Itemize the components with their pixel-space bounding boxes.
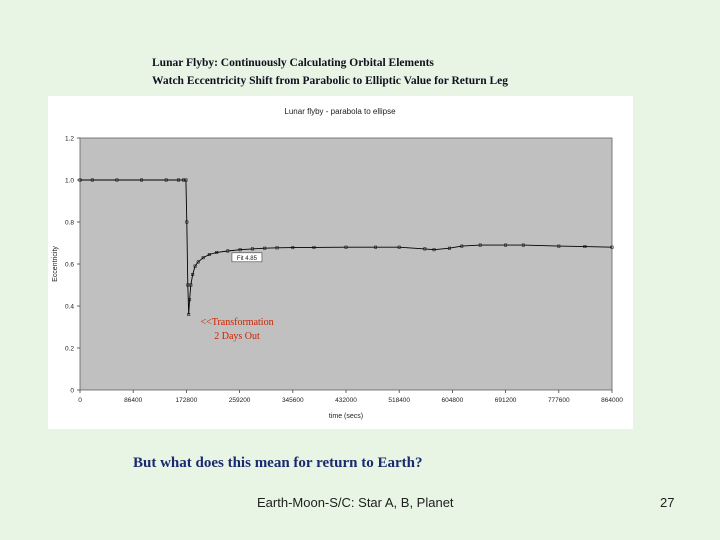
data-point <box>115 178 119 182</box>
y-tick-label: 0.6 <box>65 262 74 269</box>
x-tick-label: 259200 <box>229 397 251 404</box>
data-point <box>521 243 525 247</box>
page-number: 27 <box>660 495 675 510</box>
x-tick-label: 777600 <box>548 397 570 404</box>
y-tick-label: 0.2 <box>65 346 74 353</box>
y-tick-label: 0 <box>70 388 74 395</box>
data-point <box>185 220 189 224</box>
data-point <box>557 244 561 248</box>
eccentricity-chart: Lunar flyby - parabola to ellipse 0 0.2 0.… <box>52 107 623 420</box>
y-tick-label: 0.8 <box>65 220 74 227</box>
data-point <box>478 243 482 247</box>
data-point <box>397 245 401 249</box>
data-point <box>238 248 242 252</box>
data-point <box>226 249 230 253</box>
x-tick-label: 432000 <box>335 397 357 404</box>
x-tick-label: 345600 <box>282 397 304 404</box>
fit-label-box <box>231 252 263 263</box>
plot-area <box>79 137 613 391</box>
data-point <box>187 312 191 316</box>
data-point <box>610 245 614 249</box>
slide-title: Lunar Flyby: Continuously Calculating Or… <box>152 54 672 90</box>
x-tick-label: 0 <box>78 397 82 404</box>
data-point <box>207 253 211 257</box>
data-point <box>191 273 195 276</box>
data-point <box>447 246 451 250</box>
x-tick-label: 691200 <box>495 397 517 404</box>
data-point <box>196 260 200 264</box>
data-point <box>263 246 267 250</box>
data-point <box>215 251 219 254</box>
x-axis-label: time (secs) <box>329 413 363 420</box>
y-tick-label: 0.4 <box>65 304 74 311</box>
annotation-days-out: 2 Days Out <box>214 331 260 342</box>
x-tick-label: 86400 <box>124 397 142 404</box>
annotation-transformation: <<Transformation <box>200 317 273 328</box>
y-tick-label: 1.0 <box>65 178 74 185</box>
data-point <box>184 178 188 182</box>
data-point <box>90 178 94 182</box>
y-tick-label: 1.2 <box>65 136 74 143</box>
data-point <box>312 245 316 249</box>
x-tick-label: 864000 <box>601 397 623 404</box>
data-point <box>583 245 587 249</box>
question-text: But what does this mean for return to Ea… <box>133 455 423 471</box>
data-point <box>140 178 144 182</box>
y-axis-label: Eccentricity <box>52 246 59 282</box>
data-point <box>189 283 193 287</box>
chart-title: Lunar flyby - parabola to ellipse <box>284 107 396 116</box>
data-point <box>374 245 378 249</box>
data-point <box>344 245 348 249</box>
data-point <box>291 246 295 250</box>
fit-label-text: Fit 4.85 <box>237 256 258 262</box>
data-point <box>250 247 254 251</box>
data-point <box>177 178 180 182</box>
data-point <box>201 256 205 260</box>
chart-container: Lunar flyby - parabola to ellipse 0 0.2 0.… <box>48 96 633 429</box>
x-tick-label: 518400 <box>388 397 410 404</box>
data-point <box>504 243 508 247</box>
data-point <box>188 298 192 302</box>
data-point <box>164 178 168 182</box>
eccentricity-series-line <box>80 179 613 315</box>
slide-title-line-2: Watch Eccentricity Shift from Parabolic … <box>152 75 509 87</box>
data-point <box>193 264 197 268</box>
slide-footer: Earth-Moon-S/C: Star A, B, Planet <box>257 495 454 510</box>
data-point <box>423 247 427 251</box>
data-point <box>275 246 279 250</box>
data-point <box>78 178 82 182</box>
x-tick-label: 604800 <box>442 397 464 404</box>
data-point <box>460 244 464 248</box>
data-point <box>186 283 190 287</box>
x-tick-label: 172800 <box>176 397 198 404</box>
slide-title-line-1: Lunar Flyby: Continuously Calculating Or… <box>152 57 434 69</box>
data-point <box>432 248 436 252</box>
